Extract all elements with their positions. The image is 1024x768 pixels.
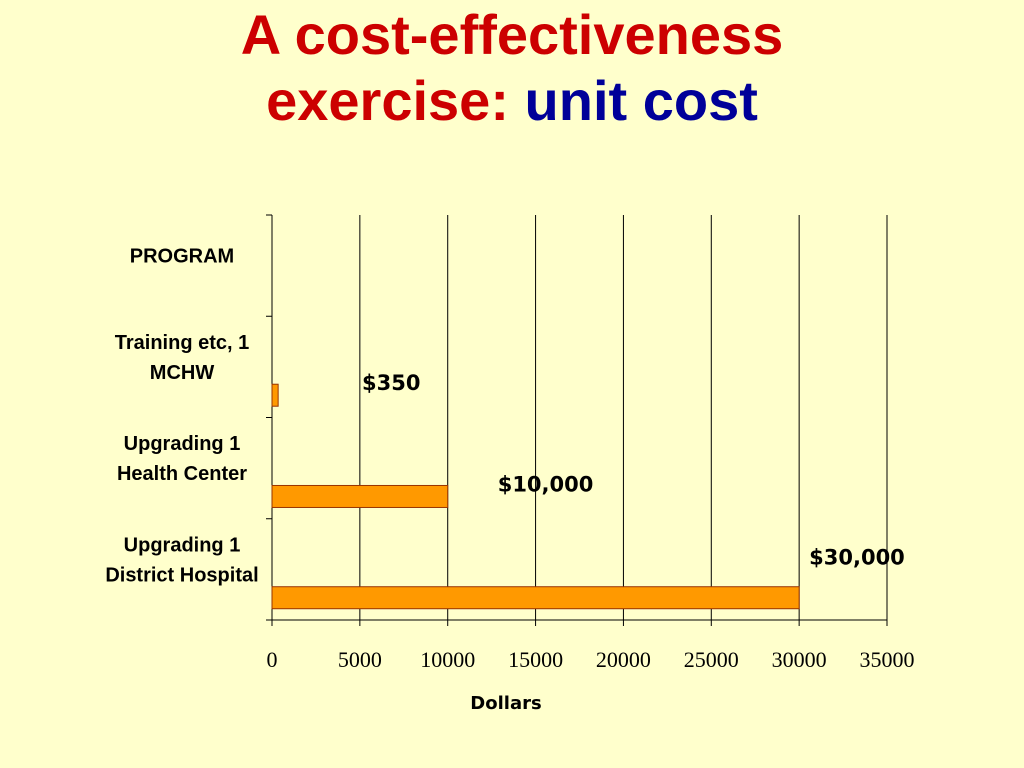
category-label-3: Upgrading 1 District Hospital: [105, 534, 258, 586]
x-tick-label-5: 25000: [684, 647, 739, 672]
x-tick-label-7: 35000: [860, 647, 915, 672]
x-tick-label-1: 5000: [338, 647, 382, 672]
title-line-2-blue: unit cost: [524, 69, 758, 132]
category-label-2: Upgrading 1 Health Center: [117, 433, 247, 485]
data-label-1: $350: [362, 371, 420, 395]
x-tick-label-6: 30000: [772, 647, 827, 672]
x-tick-label-4: 20000: [596, 647, 651, 672]
category-label-line: MCHW: [150, 362, 215, 384]
x-tick-label-2: 10000: [420, 647, 475, 672]
title-line-2-red: exercise:: [266, 69, 509, 132]
x-tick-label-0: 0: [267, 647, 278, 672]
bar-1: [271, 383, 279, 407]
title-line-1: A cost-effectiveness: [240, 3, 784, 66]
category-label-line: Upgrading 1: [124, 534, 241, 556]
category-label-line: District Hospital: [105, 564, 258, 586]
bar-2: [271, 484, 449, 508]
category-label-1: Training etc, 1 MCHW: [115, 332, 249, 384]
category-label-line: Upgrading 1: [124, 433, 241, 455]
category-label-line: Training etc, 1: [115, 332, 249, 354]
bar-3: [271, 586, 800, 610]
data-label-2: $10,000: [498, 472, 594, 496]
slide-title: A cost-effectiveness exercise: unit cost: [0, 2, 1024, 134]
category-label-line: PROGRAM: [130, 246, 234, 268]
x-tick-label-3: 15000: [508, 647, 563, 672]
x-axis-title: Dollars: [470, 693, 541, 714]
data-label-3: $30,000: [809, 546, 905, 570]
category-label-0: PROGRAM: [130, 246, 234, 268]
category-label-line: Health Center: [117, 463, 247, 485]
